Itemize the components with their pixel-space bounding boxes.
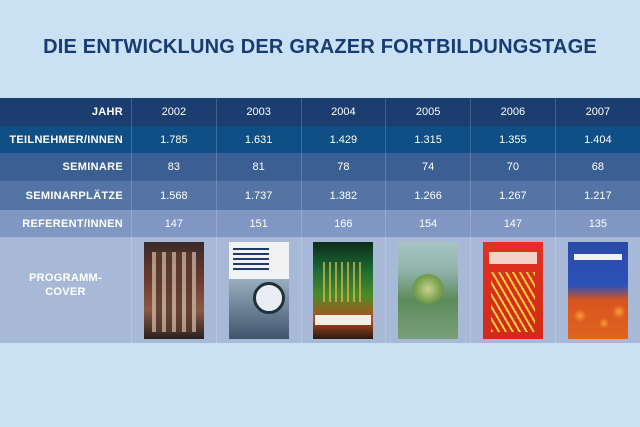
cell-seminars: 78 (300, 153, 386, 181)
cell-year: 2005 (385, 98, 471, 126)
row-participants: TEILNEHMER/INNEN 1.785 1.631 1.429 1.315… (0, 126, 640, 153)
cell-seminars: 83 (131, 153, 217, 181)
cell-year: 2002 (131, 98, 217, 126)
cover-label-line2: COVER (45, 286, 86, 298)
row-covers: PROGRAMM- COVER (0, 237, 640, 343)
cell-seats: 1.737 (215, 181, 301, 210)
cell-participants: 1.355 (470, 126, 556, 153)
cover-cell (470, 237, 556, 343)
page-title: DIE ENTWICKLUNG DER GRAZER FORTBILDUNGST… (43, 36, 597, 58)
cell-participants: 1.404 (554, 126, 640, 153)
cell-seats: 1.568 (131, 181, 217, 210)
row-label-seminars: SEMINARE (62, 161, 123, 173)
row-label-participants: TEILNEHMER/INNEN (9, 133, 123, 146)
cell-year: 2004 (300, 98, 386, 126)
cell-seats: 1.217 (554, 181, 640, 210)
cell-year: 2006 (470, 98, 556, 126)
row-year: JAHR 2002 2003 2004 2005 2006 2007 (0, 98, 640, 126)
cell-speakers: 166 (300, 210, 386, 237)
cell-speakers: 154 (385, 210, 471, 237)
cell-participants: 1.429 (300, 126, 386, 153)
cell-seminars: 74 (385, 153, 471, 181)
row-label-year: JAHR (91, 106, 123, 118)
program-cover-image (482, 241, 543, 339)
cell-seminars: 81 (215, 153, 301, 181)
row-seminars: SEMINARE 83 81 78 74 70 68 (0, 153, 640, 181)
cover-cell (131, 237, 217, 343)
cell-seats: 1.382 (300, 181, 386, 210)
statistics-table: JAHR 2002 2003 2004 2005 2006 2007 TEILN… (0, 98, 640, 343)
row-seats: SEMINARPLÄTZE 1.568 1.737 1.382 1.266 1.… (0, 181, 640, 210)
cover-cell (300, 237, 386, 343)
program-cover-image (398, 241, 459, 339)
cell-speakers: 147 (470, 210, 556, 237)
cell-speakers: 147 (131, 210, 217, 237)
cell-participants: 1.785 (131, 126, 217, 153)
cell-year: 2003 (215, 98, 301, 126)
cover-cell (554, 237, 640, 343)
cell-year: 2007 (554, 98, 640, 126)
cell-seminars: 70 (470, 153, 556, 181)
program-cover-image (228, 241, 289, 339)
cell-participants: 1.315 (385, 126, 471, 153)
program-cover-image (313, 241, 374, 339)
cell-seminars: 68 (554, 153, 640, 181)
cell-speakers: 135 (554, 210, 640, 237)
program-cover-image (567, 241, 628, 339)
row-speakers: REFERENT/INNEN 147 151 166 154 147 135 (0, 210, 640, 237)
row-label-covers: PROGRAMM- COVER (0, 237, 132, 343)
cover-cell (215, 237, 301, 343)
cover-cell (385, 237, 471, 343)
cell-participants: 1.631 (215, 126, 301, 153)
cell-speakers: 151 (215, 210, 301, 237)
cell-seats: 1.266 (385, 181, 471, 210)
cover-label-line1: PROGRAMM- (29, 272, 102, 284)
row-label-speakers: REFERENT/INNEN (22, 217, 123, 230)
program-cover-image (143, 241, 204, 339)
row-label-seats: SEMINARPLÄTZE (25, 189, 123, 202)
cell-seats: 1.267 (470, 181, 556, 210)
